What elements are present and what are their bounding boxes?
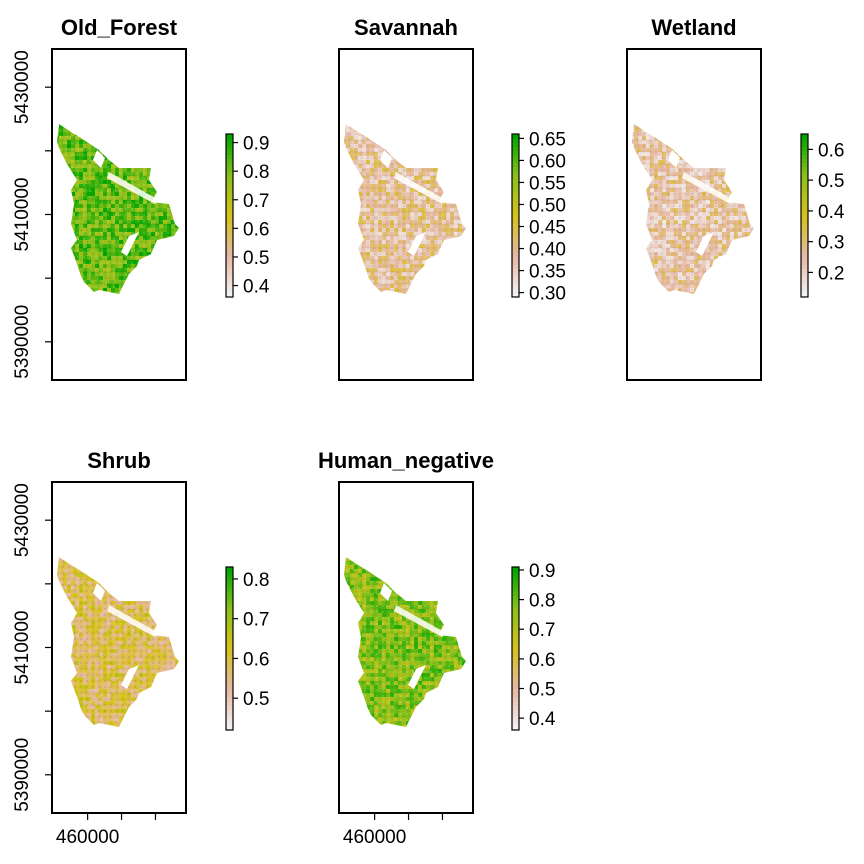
colorbar: 0.300.350.400.450.500.550.600.65 (511, 129, 566, 305)
panel-wetland: Wetland 0.2 0.3 0.4 0.5 0.6 (626, 15, 845, 381)
panel-shrub: Shrub5390000541000054300004600000.50.60.… (12, 448, 269, 848)
panel-title: Wetland (651, 15, 736, 40)
legend-tick-label: 0.7 (243, 610, 269, 631)
panel-title: Old_Forest (61, 15, 178, 40)
colorbar: 0.2 0.3 0.4 0.5 0.6 (800, 133, 845, 298)
legend-tick-label: 0.30 (529, 284, 566, 305)
raster-map (632, 124, 754, 294)
legend-tick-label: 0.6 (529, 650, 555, 671)
plot-frame (338, 481, 474, 814)
legend-tick-label: 0.8 (243, 162, 269, 183)
legend-tick-label: 0.8 (243, 570, 269, 591)
legend-tick-label: 0.40 (529, 240, 566, 261)
colorbar: 0.4 0.5 0.6 0.7 0.8 0.9 (511, 561, 556, 731)
legend-tick-label: 0.9 (529, 561, 555, 582)
legend-tick-label: 0.6 (243, 219, 269, 240)
y-tick-label: 5410000 (12, 611, 33, 685)
legend-tick-label: 0.5 (243, 689, 269, 710)
plot-frame (338, 48, 474, 381)
y-tick-label: 5430000 (12, 483, 33, 557)
raster-map (344, 557, 466, 727)
legend-tick-label: 0.8 (529, 591, 555, 612)
legend-tick-label: 0.65 (529, 129, 566, 150)
plot-frame (626, 48, 762, 381)
legend-tick-label: 0.45 (529, 218, 566, 239)
raster-map (344, 124, 466, 294)
x-tick-label: 460000 (56, 827, 119, 848)
y-tick-label: 5410000 (12, 178, 33, 252)
x-tick-label: 460000 (343, 827, 406, 848)
legend-tick-label: 0.5 (818, 171, 844, 192)
legend-tick-label: 0.7 (529, 620, 555, 641)
legend-tick-label: 0.4 (243, 277, 270, 298)
legend-tick-label: 0.6 (818, 140, 844, 161)
legend-tick-label: 0.2 (818, 263, 844, 284)
panel-old_forest: Old_Forest 5390000 5410000 5430000 0.4 0.5 0.6… (12, 15, 270, 381)
y-tick-label: 5390000 (12, 305, 33, 379)
y-tick-label: 5390000 (12, 738, 33, 812)
panel-title: Savannah (354, 15, 458, 40)
y-tick-label: 5430000 (12, 50, 33, 124)
colorbar: 0.4 0.5 0.6 0.7 0.8 0.9 (225, 133, 270, 298)
legend-tick-label: 0.3 (818, 233, 844, 254)
legend-tick-label: 0.5 (529, 680, 555, 701)
legend-tick-label: 0.4 (529, 709, 556, 730)
legend-tick-label: 0.6 (243, 649, 269, 670)
panel-human_negative: Human_negative 460000 0.4 0.5 0.6 0.7 0.8 0.9 (318, 448, 556, 848)
chart-panels: Old_Forest 5390000 5410000 5430000 0.4 0.5 0.6… (12, 15, 845, 848)
legend-tick-label: 0.7 (243, 191, 269, 212)
legend-tick-label: 0.35 (529, 262, 566, 283)
legend-tick-label: 0.9 (243, 134, 269, 155)
panel-savannah: Savannah 0.300.350.400.450.500.550.600.65 (338, 15, 566, 381)
legend-tick-label: 0.60 (529, 151, 566, 172)
legend-tick-label: 0.4 (818, 202, 845, 223)
panel-title: Human_negative (318, 448, 494, 473)
raster-map (57, 124, 179, 294)
legend-tick-label: 0.55 (529, 173, 566, 194)
legend-tick-label: 0.50 (529, 195, 566, 216)
legend-tick-label: 0.5 (243, 248, 269, 269)
colorbar: 0.5 0.6 0.7 0.8 (225, 566, 269, 731)
raster-map (57, 557, 179, 727)
panel-title: Shrub (87, 448, 151, 473)
